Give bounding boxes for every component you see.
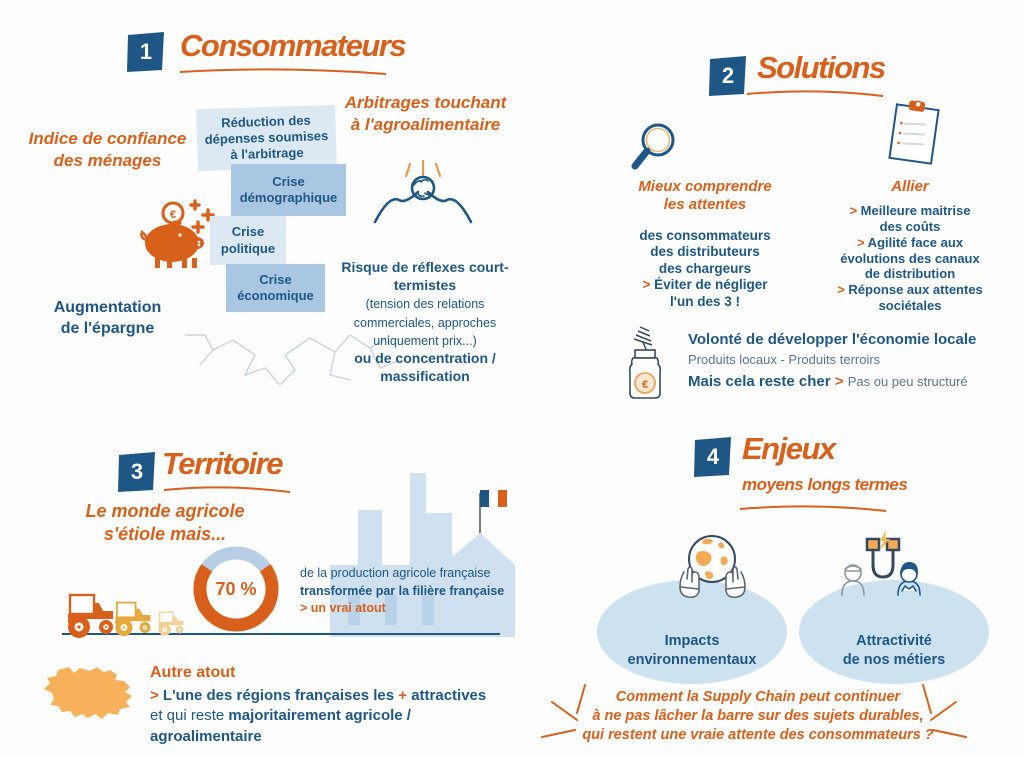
svg-text:€: €	[642, 379, 648, 391]
svg-text:70 %: 70 %	[215, 579, 256, 599]
svg-text:€: €	[170, 209, 176, 221]
